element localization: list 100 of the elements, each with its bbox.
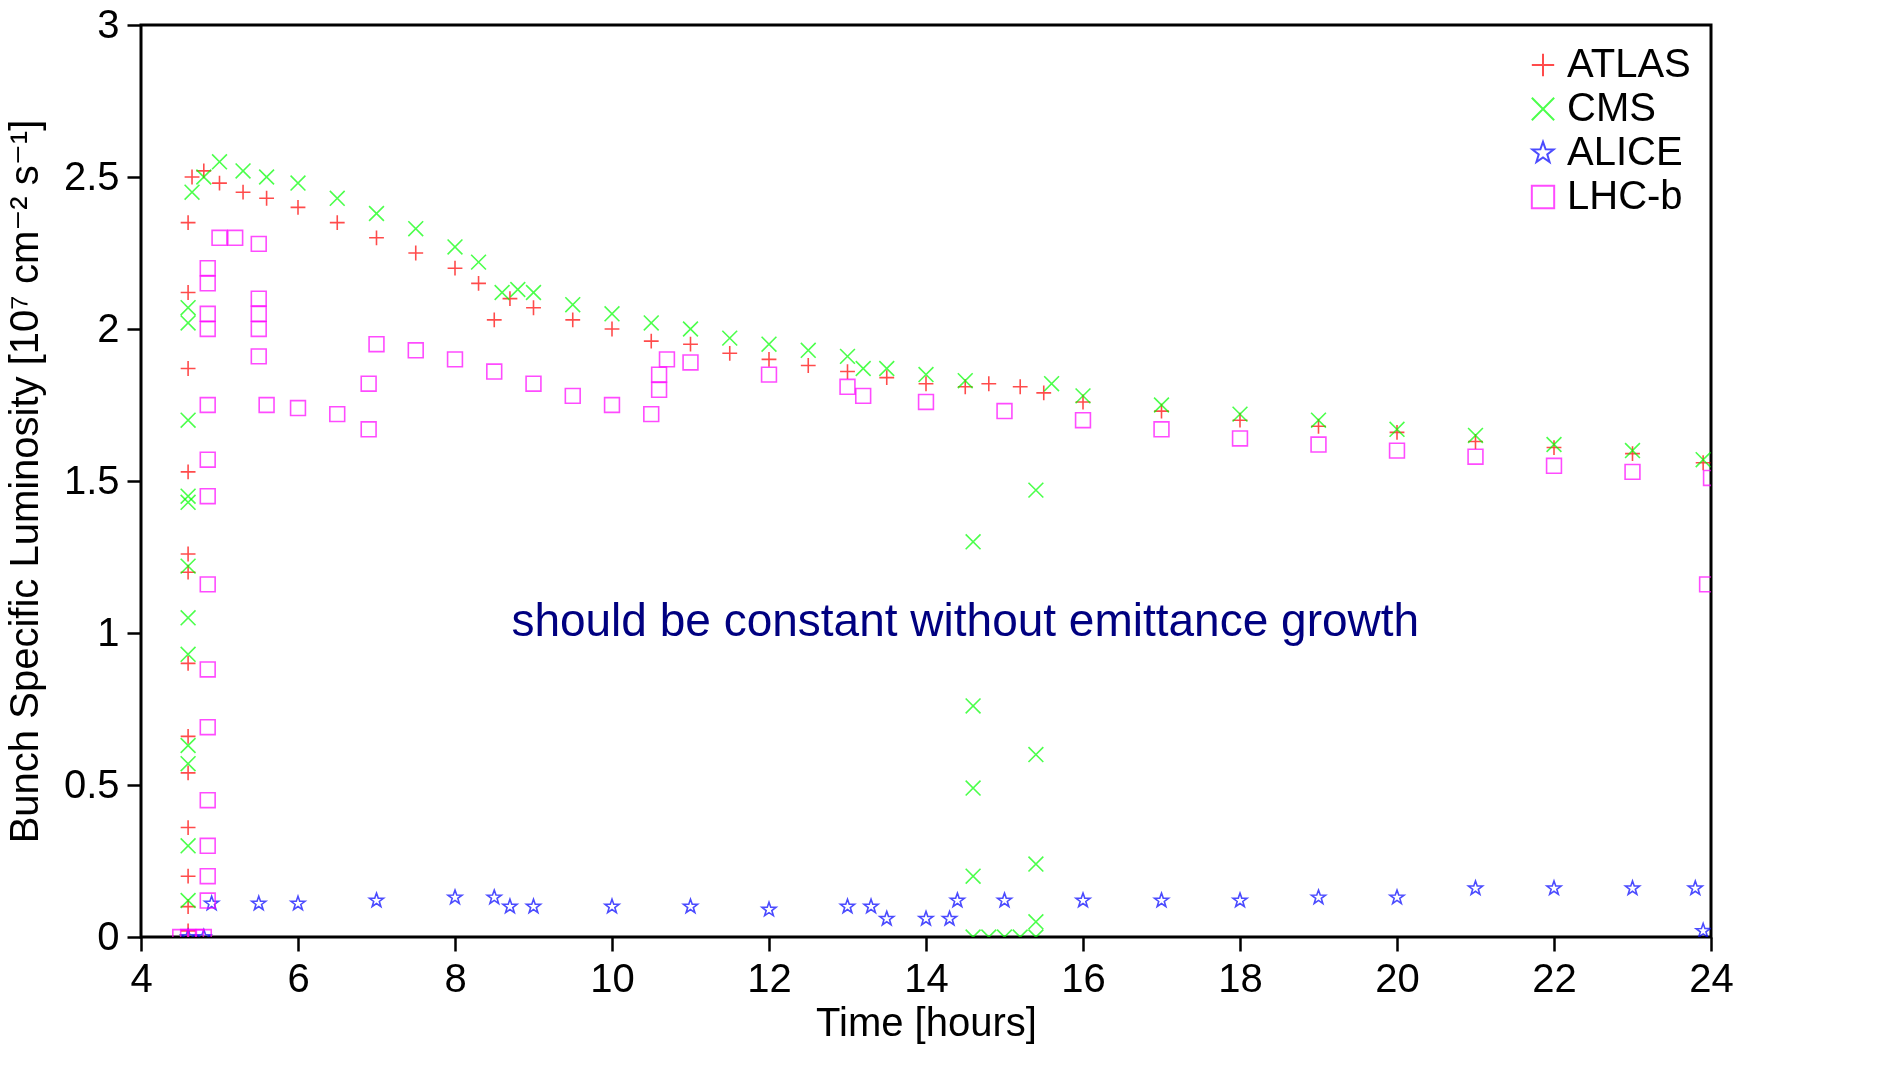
point [199,576,216,593]
point [199,892,216,909]
x-tick-label: 6 [287,955,310,1000]
point [839,898,856,914]
point [486,889,503,905]
point [329,214,346,231]
point [199,259,216,277]
point [486,363,503,380]
annotation: should be constant without emittance growth [511,594,1420,647]
point [650,381,668,399]
point [878,369,895,386]
point [603,396,621,414]
legend-label: LHC-b [1567,173,1683,217]
point [179,545,197,563]
point [250,305,267,323]
point [682,335,699,353]
point [179,655,197,672]
y-tick-label: 0 [97,913,120,958]
point [643,405,660,423]
point [603,320,621,338]
point [980,375,998,392]
x-tick-label: 8 [444,955,467,1000]
point [1310,889,1327,905]
point [179,360,197,377]
point [199,867,216,885]
point [199,305,216,323]
point [199,661,216,678]
point [1153,892,1170,908]
point [470,275,487,292]
point [179,728,197,745]
point [1467,448,1484,465]
point [761,901,777,917]
point [199,320,216,338]
point [446,351,464,368]
point [1074,411,1092,429]
point [199,275,216,292]
point [179,819,197,836]
point [486,311,503,329]
point [1310,436,1327,453]
point [1075,892,1091,908]
x-tick-label: 20 [1375,955,1420,1000]
point [760,366,778,383]
point [289,199,307,216]
point [290,895,306,911]
point [211,229,228,247]
point [289,399,307,417]
point [179,764,197,782]
x-tick-label: 10 [590,955,635,1000]
y-axis-title: Bunch Specific Luminosity [10⁷ cm⁻² s⁻¹] [1,119,46,844]
point [917,375,935,392]
point [226,229,244,247]
point [658,351,676,368]
point [407,244,424,262]
point [250,290,267,307]
point [996,892,1013,908]
point [1545,457,1563,475]
point [564,311,581,329]
point [839,363,856,380]
point [501,290,519,307]
point [368,892,385,908]
legend-label: CMS [1567,85,1656,129]
point [1389,889,1405,905]
point [250,320,267,338]
point [878,910,895,926]
point [1232,892,1248,908]
y-tick-label: 1 [97,609,120,654]
point [250,348,267,365]
point [682,898,699,914]
x-axis-title: Time [hours] [816,999,1037,1044]
point [199,451,216,468]
legend-label: ALICE [1567,129,1683,173]
point [1388,442,1406,459]
y-tick-label: 2.5 [63,153,120,198]
x-tick-label: 14 [904,955,949,1000]
point [760,351,778,368]
point [643,332,660,350]
legend-label: ATLAS [1567,41,1691,85]
point [199,396,216,414]
x-tick-label: 24 [1689,955,1734,1000]
point [1153,421,1170,438]
point [996,402,1013,420]
point [1231,430,1249,447]
y-tick-label: 2 [97,305,120,350]
point [502,898,518,914]
point [918,910,934,926]
point [258,190,275,207]
point [604,898,620,914]
point [839,378,856,395]
point [360,421,377,438]
point [179,867,197,885]
x-tick-label: 4 [130,955,153,1000]
x-tick-label: 18 [1218,955,1263,1000]
point [199,719,216,736]
point [368,229,385,247]
point [446,259,464,277]
point [1695,922,1711,937]
point [917,393,935,411]
point [863,898,879,914]
point [407,342,424,359]
point [211,174,228,192]
